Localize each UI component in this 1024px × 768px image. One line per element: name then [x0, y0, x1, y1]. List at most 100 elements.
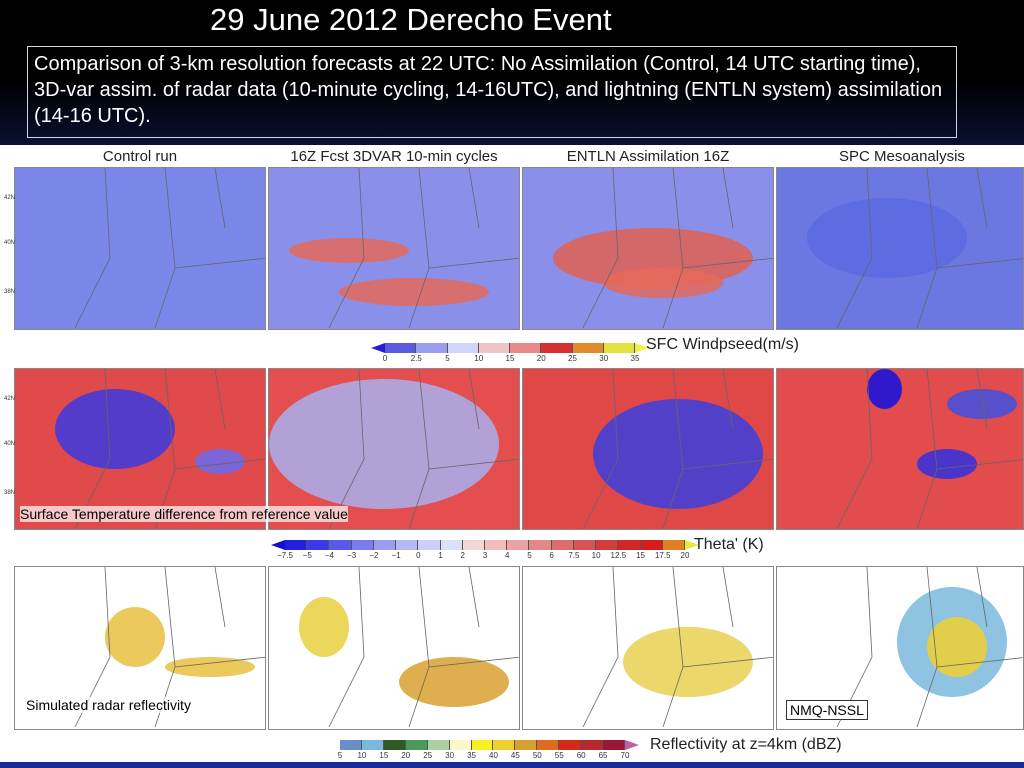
colorbar-2	[285, 540, 685, 550]
state-borders	[328, 168, 519, 329]
colorbar-tick-label: 35	[467, 751, 476, 760]
colorbar-swatch	[515, 740, 538, 750]
map-panel-r1-c4	[776, 167, 1024, 330]
map-panel-r2-c4	[776, 368, 1024, 530]
colorbar-tick-label: 40	[489, 751, 498, 760]
colorbar-swatch	[449, 740, 472, 750]
map-panel-r2-c1	[14, 368, 266, 530]
colorbar-tick-label: 25	[423, 751, 433, 760]
slide-header: 29 June 2012 Derecho Event Comparison of…	[0, 0, 1024, 145]
description-box: Comparison of 3-km resolution forecasts …	[27, 46, 957, 138]
colorbar-tick-label: 0	[416, 551, 421, 560]
colorbar-tick-label: 5	[445, 354, 450, 363]
colorbar-high-arrow	[635, 343, 649, 353]
colorbar-high-arrow	[625, 740, 639, 750]
colorbar-tick-label: −5	[302, 551, 312, 560]
map-panel-r3-c4	[776, 566, 1024, 730]
colorbar-tick-label: 60	[576, 751, 586, 760]
colorbar-swatch	[618, 540, 641, 550]
colorbar-swatch	[307, 540, 330, 550]
colorbar-tick-label: 10	[474, 354, 484, 363]
theta-overlay-label: Surface Temperature difference from refe…	[20, 506, 348, 522]
field-feature	[867, 369, 902, 409]
colorbar-tick-label: 70	[620, 751, 630, 760]
colorbar-swatch	[383, 740, 406, 750]
state-borders	[836, 369, 1023, 529]
colorbar-tick-label: 10	[357, 751, 367, 760]
colorbar-tick-label: −7.5	[277, 551, 293, 560]
colorbar-swatch	[559, 740, 582, 750]
nmq-label: NMQ-NSSL	[786, 700, 868, 720]
column-title-spc: SPC Mesoanalysis	[839, 148, 965, 165]
colorbar-swatch	[510, 343, 542, 353]
colorbar-swatch	[573, 540, 597, 550]
colorbar-high-arrow	[685, 540, 699, 550]
colorbar-swatch	[447, 343, 479, 353]
state-borders	[328, 369, 519, 529]
colorbar-tick-label: 20	[536, 354, 546, 363]
colorbar-tick-label: 35	[630, 354, 640, 363]
colorbar-tick-label: 55	[554, 751, 564, 760]
colorbar-tick-label: 5	[527, 551, 532, 560]
colorbar-swatch	[493, 740, 516, 750]
field-feature	[807, 198, 967, 278]
theta-colorbar-label: Theta' (K)	[694, 536, 764, 553]
colorbar-swatch	[361, 740, 384, 750]
colorbar-swatch	[385, 343, 417, 353]
latitude-label: 40N	[4, 441, 16, 447]
field-feature	[947, 389, 1017, 419]
colorbar-swatch	[373, 540, 397, 550]
colorbar-swatch	[662, 540, 685, 550]
colorbar-swatch	[572, 343, 604, 353]
state-borders	[582, 168, 773, 329]
latitude-label: 40N	[4, 240, 16, 246]
colorbar-tick-label: 15	[636, 551, 645, 560]
field-feature	[165, 657, 255, 677]
colorbar-swatch	[416, 343, 448, 353]
colorbar-tick-label: 0	[382, 354, 388, 363]
colorbar-tick-label: 20	[401, 751, 411, 760]
colorbar-swatch	[529, 540, 552, 550]
colorbar-swatch	[285, 540, 308, 550]
colorbar-tick-label: 7.5	[568, 551, 580, 560]
latitude-label: 42N	[4, 396, 16, 402]
column-title-3dvar: 16Z Fcst 3DVAR 10-min cycles	[290, 148, 498, 165]
column-title-control: Control run	[102, 148, 178, 165]
latitude-label: 38N	[4, 490, 16, 496]
colorbar-swatch	[351, 540, 374, 550]
colorbar-tick-label: 30	[599, 354, 609, 363]
colorbar-swatch	[484, 540, 508, 550]
colorbar-swatch	[418, 540, 441, 550]
field-feature	[299, 597, 349, 657]
state-borders	[582, 567, 773, 728]
colorbar-low-arrow	[371, 343, 385, 353]
colorbar-tick-label: 50	[532, 751, 542, 760]
colorbar-tick-label: 15	[505, 354, 515, 363]
colorbar-tick-label: 2	[460, 551, 465, 560]
colorbar-swatch	[507, 540, 530, 550]
colorbar-swatch	[427, 740, 450, 750]
state-borders	[836, 567, 1023, 728]
colorbar-tick-label: −2	[369, 551, 379, 560]
field-feature	[55, 389, 175, 469]
colorbar-tick-label: 25	[568, 354, 577, 363]
field-feature	[399, 657, 509, 707]
state-borders	[582, 369, 773, 529]
colorbar-swatch	[603, 343, 635, 353]
colorbar-swatch	[596, 540, 619, 550]
map-panel-r2-c2	[268, 368, 520, 530]
state-borders	[74, 567, 265, 728]
state-borders	[74, 369, 265, 529]
colorbar-tick-label: 12.5	[610, 551, 627, 560]
colorbar-swatch	[478, 343, 510, 353]
colorbar-tick-label: −4	[324, 551, 334, 560]
field-feature	[339, 278, 489, 306]
colorbar-3	[340, 740, 625, 750]
colorbar-swatch	[537, 740, 560, 750]
colorbar-tick-label: 2.5	[410, 354, 422, 363]
colorbar-swatch	[541, 343, 573, 353]
colorbar-tick-label: 30	[445, 751, 455, 760]
map-panel-r1-c2	[268, 167, 520, 330]
colorbar-low-arrow	[271, 540, 285, 550]
colorbar-tick-label: −3	[347, 551, 357, 560]
